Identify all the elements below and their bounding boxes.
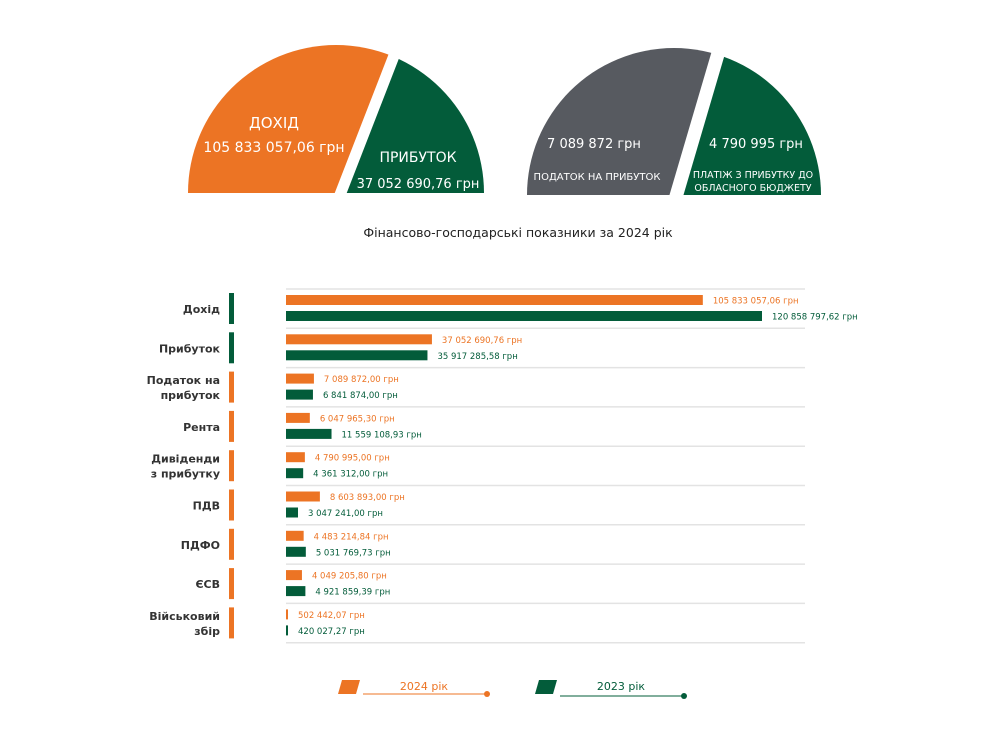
category-label: Рента bbox=[183, 421, 220, 434]
bar-2024 bbox=[286, 491, 320, 502]
data-label: 6 841 874,00 грн bbox=[323, 391, 398, 401]
bar-2024 bbox=[286, 373, 314, 384]
bar-2024 bbox=[286, 530, 304, 541]
profit-label: ПРИБУТОК bbox=[379, 150, 456, 166]
payment-label-line2: ОБЛАСНОГО БЮДЖЕТУ bbox=[694, 183, 811, 194]
data-label: 4 483 214,84 грн bbox=[314, 532, 389, 542]
income-value: 105 833 057,06 грн bbox=[203, 140, 344, 156]
legend-swatch bbox=[535, 680, 557, 694]
category-label: прибуток bbox=[161, 389, 221, 402]
income-label: ДОХІД bbox=[249, 114, 299, 132]
category-indicator bbox=[229, 568, 234, 600]
data-label: 4 361 312,00 грн bbox=[313, 470, 388, 480]
category-label: Дивіденди bbox=[151, 453, 220, 466]
bar-2023 bbox=[286, 350, 428, 361]
data-label: 120 858 797,62 грн bbox=[772, 313, 858, 323]
legend-dot bbox=[681, 693, 687, 699]
bar-2023 bbox=[286, 507, 299, 518]
bar-2023 bbox=[286, 625, 288, 636]
category-label: Військовий bbox=[149, 610, 220, 623]
data-label: 35 917 285,58 грн bbox=[437, 352, 517, 362]
category-label: ПДВ bbox=[193, 500, 220, 513]
category-label: Податок на bbox=[147, 374, 220, 387]
category-label: ЄСВ bbox=[195, 578, 220, 591]
payment-value: 4 790 995 грн bbox=[709, 137, 803, 152]
bar-2024 bbox=[286, 570, 302, 581]
data-label: 3 047 241,00 грн bbox=[308, 509, 383, 519]
data-label: 4 049 205,80 грн bbox=[312, 572, 387, 582]
bar-2024 bbox=[286, 609, 288, 620]
category-label: Дохід bbox=[183, 303, 220, 316]
data-label: 502 442,07 грн bbox=[298, 611, 365, 621]
legend-dot bbox=[484, 691, 490, 697]
tax-label: ПОДАТОК НА ПРИБУТОК bbox=[534, 172, 661, 183]
bar-2023 bbox=[286, 586, 306, 597]
bar-2023 bbox=[286, 389, 313, 400]
data-label: 7 089 872,00 грн bbox=[324, 375, 399, 385]
data-label: 11 559 108,93 грн bbox=[342, 430, 422, 440]
summary-semicircles: ДОХІД 105 833 057,06 грн ПРИБУТОК 37 052… bbox=[188, 45, 821, 240]
bar-2024 bbox=[286, 295, 703, 305]
category-label: ПДФО bbox=[181, 539, 220, 552]
data-label: 5 031 769,73 грн bbox=[316, 548, 391, 558]
category-indicator bbox=[229, 371, 234, 403]
legend-swatch bbox=[338, 680, 360, 694]
tax-value: 7 089 872 грн bbox=[547, 137, 641, 152]
category-indicator bbox=[229, 293, 234, 324]
data-label: 105 833 057,06 грн bbox=[713, 297, 799, 307]
category-label: Прибуток bbox=[159, 342, 221, 355]
category-indicator bbox=[229, 450, 234, 482]
category-indicator bbox=[229, 528, 234, 560]
category-indicator bbox=[229, 410, 234, 442]
bar-2023 bbox=[286, 311, 762, 321]
data-label: 37 052 690,76 грн bbox=[442, 336, 522, 346]
legend-label: 2023 рік bbox=[597, 680, 646, 693]
profit-value: 37 052 690,76 грн bbox=[357, 177, 480, 192]
legend-label: 2024 рік bbox=[400, 680, 449, 693]
data-label: 420 027,27 грн bbox=[298, 627, 365, 637]
category-label: збір bbox=[194, 625, 220, 638]
data-label: 4 790 995,00 грн bbox=[315, 454, 390, 464]
bar-2023 bbox=[286, 468, 304, 479]
category-indicator bbox=[229, 607, 234, 639]
chart-title: Фінансово-господарські показники за 2024… bbox=[363, 225, 673, 240]
data-label: 4 921 859,39 грн bbox=[315, 588, 390, 598]
category-label: з прибутку bbox=[151, 468, 220, 481]
bar-2024 bbox=[286, 334, 432, 345]
bar-2024 bbox=[286, 412, 310, 423]
data-label: 8 603 893,00 грн bbox=[330, 493, 405, 503]
category-indicator bbox=[229, 489, 234, 521]
bar-2024 bbox=[286, 452, 305, 463]
bar-2023 bbox=[286, 428, 332, 439]
category-indicator bbox=[229, 332, 234, 364]
payment-label-line1: ПЛАТІЖ З ПРИБУТКУ ДО bbox=[693, 170, 813, 181]
bar-2023 bbox=[286, 546, 306, 557]
data-label: 6 047 965,30 грн bbox=[320, 414, 395, 424]
